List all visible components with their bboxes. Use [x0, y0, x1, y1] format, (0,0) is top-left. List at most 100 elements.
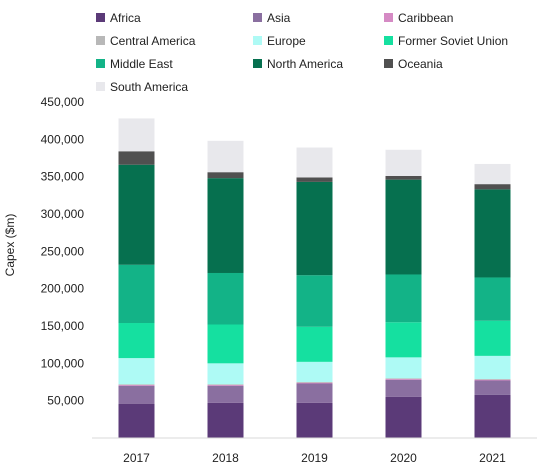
x-tick-label: 2021 — [479, 451, 506, 465]
y-tick-label: 350,000 — [41, 170, 85, 184]
bar-segment-caribbean — [474, 379, 511, 381]
bar-segment-north-america — [118, 164, 155, 265]
bar-segment-central-america — [207, 384, 244, 385]
bar-segment-central-america — [474, 379, 511, 380]
bar-segment-middle-east — [118, 264, 155, 324]
legend-swatch-asia — [253, 13, 262, 22]
x-axis-ticks: 2017 2018 2019 2020 2021 — [123, 451, 506, 465]
y-axis-title: Capex ($m) — [3, 214, 17, 277]
bar-segment-asia — [296, 383, 333, 403]
bar-segment-caribbean — [296, 382, 333, 384]
bar-stack-2021 — [474, 163, 511, 438]
legend-swatch-africa — [96, 13, 105, 22]
bar-stack-2020 — [385, 149, 422, 438]
bar-segment-south-america — [474, 163, 511, 185]
legend-item-caribbean: Caribbean — [384, 11, 453, 25]
legend-label-oceania: Oceania — [398, 57, 443, 71]
bar-segment-central-america — [296, 382, 333, 383]
legend-label-south-america: South America — [110, 80, 188, 94]
bar-segment-asia — [474, 380, 511, 395]
bar-segment-africa — [385, 396, 422, 438]
y-tick-label: 200,000 — [41, 282, 85, 296]
bar-segment-former-soviet-union — [296, 326, 333, 362]
legend-item-africa: Africa — [96, 11, 141, 25]
bar-segment-caribbean — [385, 379, 422, 380]
x-tick-label: 2019 — [301, 451, 328, 465]
bar-segment-asia — [385, 379, 422, 397]
bar-stack-2019 — [296, 147, 333, 438]
legend-swatch-middle-east — [96, 59, 105, 68]
legend-label-central-america: Central America — [110, 34, 196, 48]
legend-swatch-europe — [253, 36, 262, 45]
x-tick-label: 2020 — [390, 451, 417, 465]
legend-item-middle-east: Middle East — [96, 57, 173, 71]
bar-segment-former-soviet-union — [118, 323, 155, 359]
bar-segment-former-soviet-union — [207, 324, 244, 364]
bar-segment-europe — [385, 357, 422, 379]
legend-item-oceania: Oceania — [384, 57, 443, 71]
legend-swatch-north-america — [253, 59, 262, 68]
y-tick-label: 100,000 — [41, 356, 85, 370]
bar-segment-caribbean — [207, 384, 244, 386]
bar-segment-europe — [474, 355, 511, 380]
y-axis-ticks: 50,000 100,000 150,000 200,000 250,000 300,00… — [41, 95, 85, 408]
bar-segment-africa — [207, 402, 244, 438]
bar-segment-oceania — [385, 175, 422, 180]
legend-item-central-america: Central America — [96, 34, 196, 48]
legend-item-north-america: North America — [253, 57, 343, 71]
bar-segment-oceania — [296, 177, 333, 182]
bar-segment-caribbean — [118, 384, 155, 386]
bar-segment-oceania — [474, 184, 511, 190]
y-tick-label: 300,000 — [41, 207, 85, 221]
bar-segment-africa — [474, 394, 511, 438]
legend-item-south-america: South America — [96, 80, 188, 94]
bar-segment-middle-east — [385, 274, 422, 323]
chart-legend: Africa Asia Caribbean Central America Europe… — [96, 11, 508, 94]
bar-segment-africa — [296, 402, 333, 438]
bar-segment-oceania — [207, 172, 244, 179]
bar-segment-europe — [118, 358, 155, 385]
legend-label-former-soviet-union: Former Soviet Union — [398, 34, 508, 48]
legend-item-asia: Asia — [253, 11, 291, 25]
legend-swatch-former-soviet-union — [384, 36, 393, 45]
legend-swatch-caribbean — [384, 13, 393, 22]
bar-stacks — [118, 118, 511, 438]
legend-label-europe: Europe — [267, 34, 306, 48]
bar-segment-africa — [118, 403, 155, 438]
legend-label-africa: Africa — [110, 11, 141, 25]
bar-segment-oceania — [118, 151, 155, 165]
bar-segment-north-america — [207, 178, 244, 273]
bar-segment-north-america — [296, 181, 333, 276]
legend-item-former-soviet-union: Former Soviet Union — [384, 34, 508, 48]
bar-segment-former-soviet-union — [385, 322, 422, 358]
legend-item-europe: Europe — [253, 34, 306, 48]
legend-label-north-america: North America — [267, 57, 343, 71]
legend-swatch-central-america — [96, 36, 105, 45]
bar-segment-europe — [207, 363, 244, 385]
y-tick-label: 450,000 — [41, 95, 85, 109]
bar-segment-europe — [296, 361, 333, 382]
bar-segment-middle-east — [474, 277, 511, 321]
bar-segment-middle-east — [296, 275, 333, 327]
bar-segment-north-america — [385, 179, 422, 275]
legend-swatch-oceania — [384, 59, 393, 68]
x-tick-label: 2017 — [123, 451, 150, 465]
legend-swatch-south-america — [96, 82, 105, 91]
y-tick-label: 50,000 — [47, 394, 84, 408]
legend-label-asia: Asia — [267, 11, 291, 25]
bar-segment-south-america — [385, 149, 422, 176]
y-tick-label: 150,000 — [41, 319, 85, 333]
y-tick-label: 250,000 — [41, 244, 85, 258]
bar-segment-asia — [207, 385, 244, 403]
legend-label-middle-east: Middle East — [110, 57, 173, 71]
bar-segment-former-soviet-union — [474, 320, 511, 356]
bar-segment-north-america — [474, 189, 511, 278]
x-tick-label: 2018 — [212, 451, 239, 465]
bar-segment-central-america — [385, 378, 422, 380]
bar-segment-asia — [118, 385, 155, 404]
bar-segment-middle-east — [207, 272, 244, 325]
y-tick-label: 400,000 — [41, 132, 85, 146]
bar-segment-south-america — [207, 140, 244, 173]
bar-segment-south-america — [118, 118, 155, 152]
bar-segment-south-america — [296, 147, 333, 178]
